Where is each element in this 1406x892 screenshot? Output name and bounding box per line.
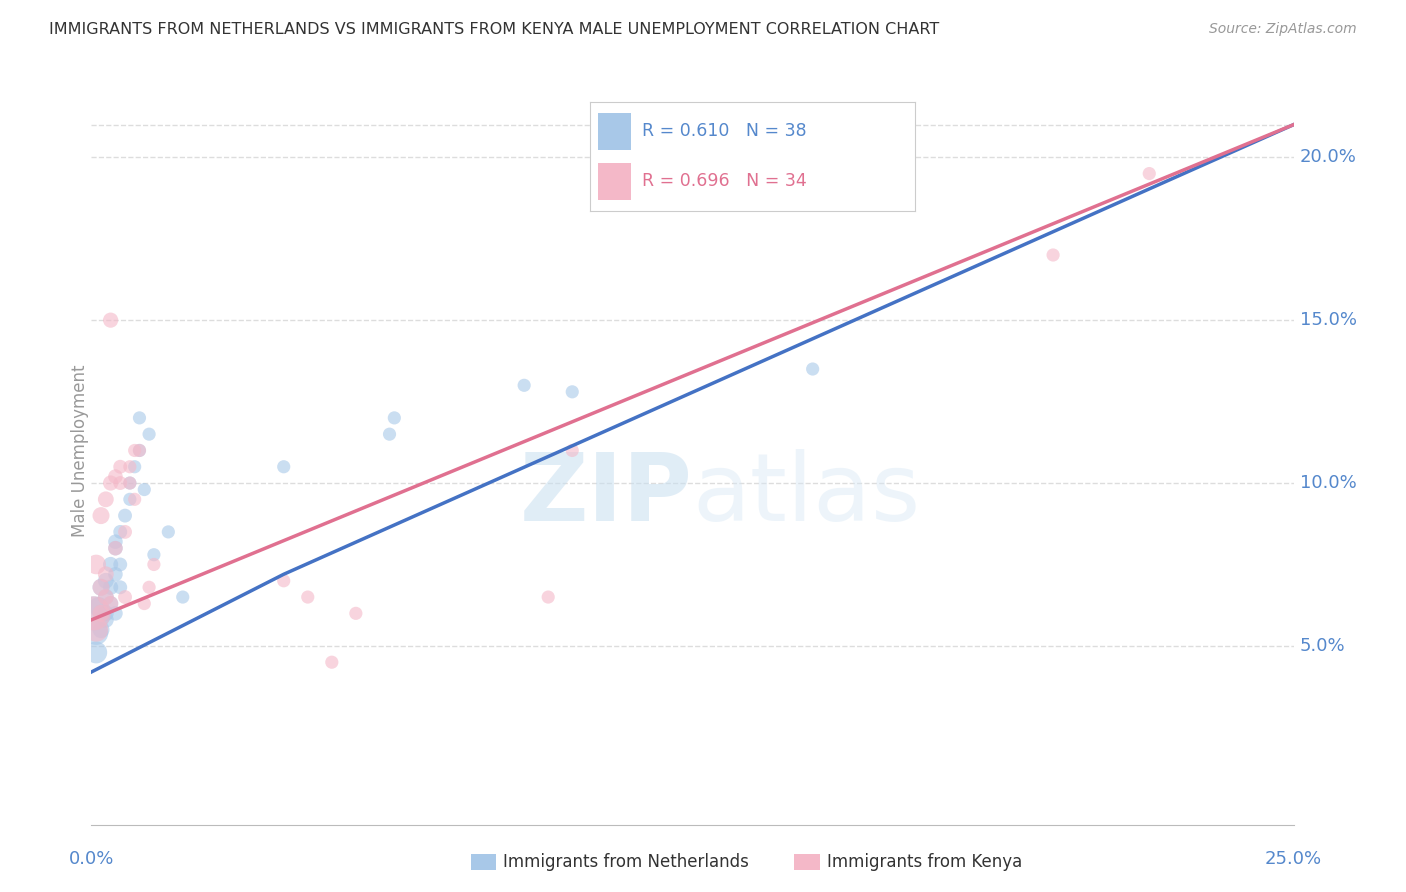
Point [104, 567, 127, 582]
Text: 25.0%: 25.0% [1265, 850, 1322, 868]
Text: ZIP: ZIP [520, 450, 692, 541]
Point [138, 427, 160, 442]
Point [100, 597, 122, 611]
Point [172, 590, 194, 604]
Point [94, 607, 117, 621]
Point [90, 580, 112, 594]
Point [83, 607, 105, 621]
Point [128, 443, 150, 458]
Point [110, 580, 132, 594]
Point [134, 483, 156, 497]
Point [537, 590, 560, 604]
Point [90, 623, 112, 637]
Point [273, 574, 295, 588]
Point [1137, 167, 1160, 181]
Point [84, 626, 107, 640]
Point [110, 476, 132, 491]
Point [90, 607, 112, 621]
Point [114, 590, 136, 604]
Point [114, 524, 136, 539]
Text: Immigrants from Kenya: Immigrants from Kenya [827, 853, 1022, 871]
Point [273, 459, 295, 474]
Text: Source: ZipAtlas.com: Source: ZipAtlas.com [1209, 22, 1357, 37]
Point [561, 384, 583, 399]
Point [801, 362, 824, 376]
Point [100, 313, 122, 327]
Point [94, 567, 117, 582]
Point [100, 580, 122, 594]
Point [87, 599, 110, 614]
Point [94, 590, 117, 604]
Point [100, 558, 122, 572]
Point [94, 574, 117, 588]
Point [104, 469, 127, 483]
Point [100, 597, 122, 611]
Point [561, 443, 583, 458]
Point [138, 580, 160, 594]
Point [118, 476, 141, 491]
Point [128, 443, 150, 458]
Point [124, 443, 146, 458]
Text: atlas: atlas [692, 450, 921, 541]
Point [382, 410, 405, 425]
Point [513, 378, 536, 392]
Point [104, 607, 127, 621]
Point [110, 459, 132, 474]
Point [114, 508, 136, 523]
Text: 0.0%: 0.0% [69, 850, 114, 868]
Point [90, 508, 112, 523]
Point [90, 580, 112, 594]
Point [297, 590, 319, 604]
Point [378, 427, 401, 442]
Point [1042, 248, 1064, 262]
Point [124, 459, 146, 474]
Text: 5.0%: 5.0% [1299, 637, 1346, 655]
Point [104, 541, 127, 556]
Point [321, 655, 343, 669]
Point [142, 548, 165, 562]
Point [124, 492, 146, 507]
Point [83, 607, 105, 621]
Point [94, 492, 117, 507]
Point [134, 597, 156, 611]
Point [84, 558, 107, 572]
Point [128, 410, 150, 425]
Text: 10.0%: 10.0% [1299, 474, 1357, 492]
Point [118, 459, 141, 474]
Y-axis label: Male Unemployment: Male Unemployment [72, 364, 89, 537]
Text: IMMIGRANTS FROM NETHERLANDS VS IMMIGRANTS FROM KENYA MALE UNEMPLOYMENT CORRELATI: IMMIGRANTS FROM NETHERLANDS VS IMMIGRANT… [49, 22, 939, 37]
Point [84, 623, 107, 637]
Point [142, 558, 165, 572]
Point [157, 524, 180, 539]
Point [94, 613, 117, 627]
Text: Immigrants from Netherlands: Immigrants from Netherlands [503, 853, 749, 871]
Point [110, 524, 132, 539]
Point [110, 558, 132, 572]
Point [90, 607, 112, 621]
Point [104, 534, 127, 549]
Text: 20.0%: 20.0% [1299, 148, 1357, 166]
Point [344, 607, 367, 621]
Point [118, 492, 141, 507]
Point [94, 590, 117, 604]
Point [84, 645, 107, 659]
Text: 15.0%: 15.0% [1299, 311, 1357, 329]
Point [118, 476, 141, 491]
Point [100, 476, 122, 491]
Point [104, 541, 127, 556]
